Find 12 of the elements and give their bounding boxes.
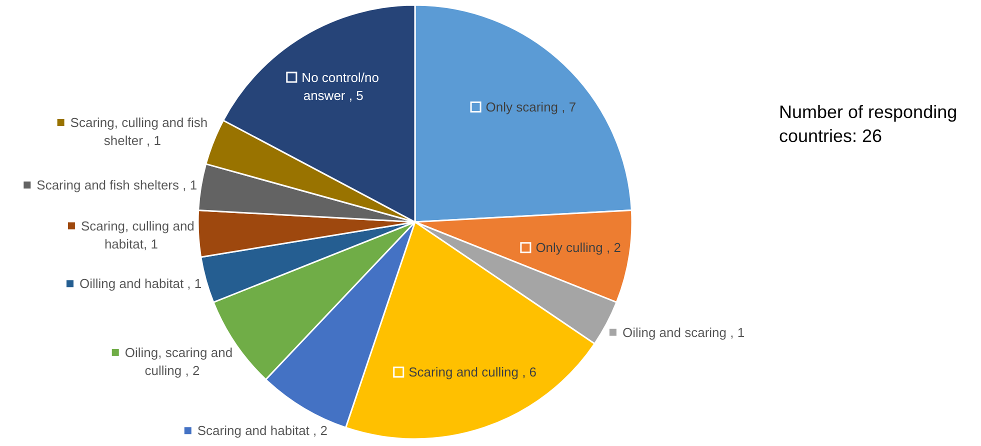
- legend-label: Scaring and culling , 6: [408, 364, 537, 380]
- legend-label: Scaring and fish shelters , 1: [36, 178, 198, 193]
- legend-label: Scaring, culling and habitat, 1: [80, 218, 194, 252]
- legend-label: Scaring and habitat , 2: [197, 423, 328, 438]
- legend-label: Oilling and habitat , 1: [79, 276, 202, 292]
- text: Number of responding countries: 26: [779, 102, 962, 146]
- legend-label: Scaring, culling and fish shelter , 1: [70, 115, 208, 148]
- legend-label: Oiling, scaring and culling , 2: [124, 344, 233, 378]
- legend-label: No control/no answer , 5: [302, 70, 379, 103]
- legend-label: Only scaring , 7: [486, 99, 576, 114]
- legend-label: Oiling and scaring , 1: [622, 324, 745, 340]
- legend-label: Only culling , 2: [536, 240, 621, 256]
